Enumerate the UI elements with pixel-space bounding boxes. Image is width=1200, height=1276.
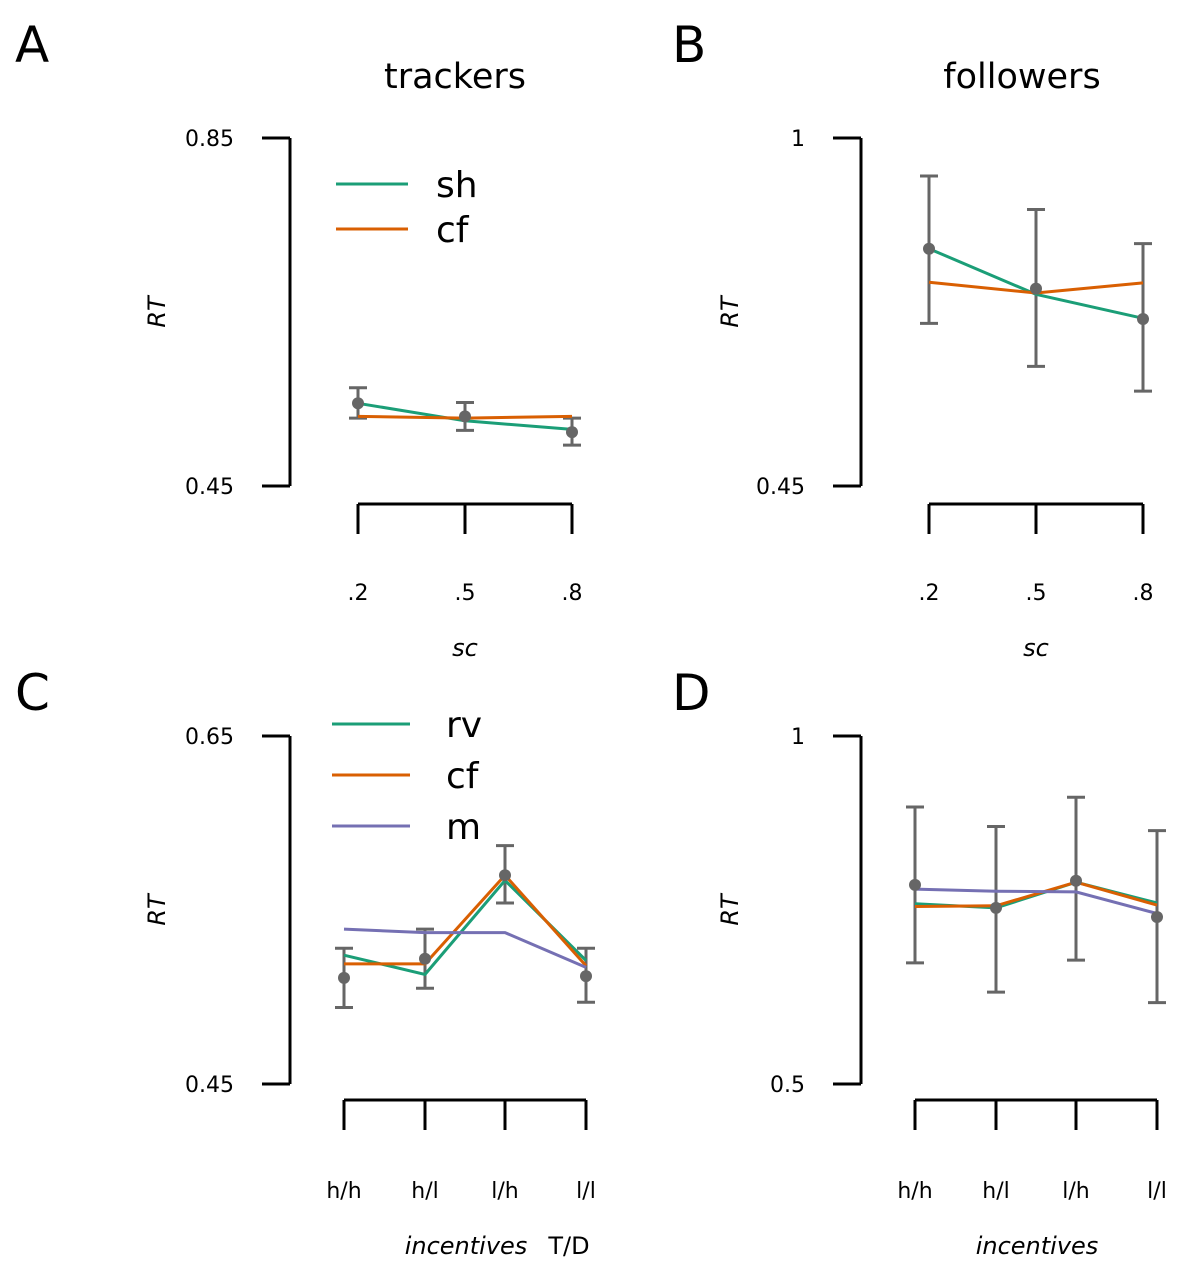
x-tick-label: l/l (1147, 1179, 1167, 1204)
series-line-rv (343, 878, 588, 977)
data-point (1137, 313, 1149, 325)
x-axis-extra-label: T/D (547, 1232, 589, 1260)
data-point (1030, 282, 1042, 295)
data-point (1070, 874, 1082, 887)
series-line-m (343, 927, 587, 969)
data-point (923, 242, 935, 255)
data-point (338, 971, 350, 984)
series-line-cf (344, 872, 588, 967)
plot-area (349, 386, 581, 447)
plot-area (920, 174, 1152, 393)
series-line-cf (914, 880, 1158, 908)
legend: rv cf m (332, 705, 482, 848)
x-axis-label: incentives (976, 1232, 1099, 1260)
y-tick-label-top: 1 (791, 127, 805, 152)
data-point (566, 426, 578, 439)
legend-label-cf: cf (446, 756, 480, 797)
panel-letter-a: A (15, 16, 49, 74)
series-line-m (914, 887, 1158, 915)
legend-label-rv: rv (446, 705, 482, 746)
panel-letter-d: D (672, 664, 711, 722)
y-axis-label: RT (716, 294, 744, 328)
x-axis-label: sc (452, 634, 478, 662)
legend-label-cf: cf (436, 210, 470, 251)
legend-label-m: m (446, 807, 481, 848)
x-axis-label: incentives (405, 1232, 528, 1260)
x-tick-label: .8 (1133, 581, 1154, 606)
plot-area (906, 795, 1166, 1005)
plot-area (335, 844, 595, 1009)
y-tick-label-top: 0.65 (185, 725, 234, 750)
x-tick-label: l/h (491, 1179, 518, 1204)
data-point (459, 410, 471, 423)
legend: sh cf (336, 165, 478, 251)
data-point (352, 397, 364, 410)
y-tick-label-bottom: 0.45 (756, 475, 805, 500)
data-point (990, 901, 1002, 914)
x-tick-label: h/l (411, 1179, 438, 1204)
y-axis-label: RT (143, 892, 171, 926)
x-tick-label: .5 (455, 581, 476, 606)
panel-b-title: followers (943, 57, 1100, 97)
y-axis-label: RT (143, 294, 171, 328)
panel-d: D 1 0.5 RT h/h h/l l/h l/l incentives (672, 664, 1167, 1260)
y-tick-label-top: 0.85 (185, 127, 234, 152)
x-tick-label: h/h (326, 1179, 361, 1204)
x-tick-label: .8 (562, 581, 583, 606)
x-tick-label: l/l (576, 1179, 596, 1204)
legend-label-sh: sh (436, 165, 478, 206)
data-point (580, 970, 592, 983)
panel-a: A trackers 0.85 0.45 RT .2 .5 .8 sc sh c… (15, 16, 583, 662)
x-tick-label: h/l (982, 1179, 1009, 1204)
x-tick-label: .5 (1026, 581, 1047, 606)
y-tick-label-bottom: 0.5 (770, 1073, 805, 1098)
y-tick-label-bottom: 0.45 (185, 1073, 234, 1098)
x-tick-label: .2 (919, 581, 940, 606)
y-tick-label-bottom: 0.45 (185, 475, 234, 500)
data-point (499, 869, 511, 882)
y-tick-label-top: 1 (791, 725, 805, 750)
x-tick-label: l/h (1062, 1179, 1089, 1204)
panel-b: B followers 1 0.45 RT .2 .5 .8 sc (672, 16, 1154, 662)
x-tick-label: h/h (897, 1179, 932, 1204)
data-point (909, 878, 921, 891)
x-tick-label: .2 (348, 581, 369, 606)
panel-a-title: trackers (384, 57, 526, 97)
panel-letter-c: C (15, 664, 50, 722)
panel-c: C 0.65 0.45 RT h/h h/l l/h l/l incentive… (15, 664, 596, 1260)
y-axis-label: RT (716, 892, 744, 926)
x-axis-label: sc (1023, 634, 1049, 662)
data-point (419, 952, 431, 965)
panel-letter-b: B (672, 16, 706, 74)
data-point (1151, 911, 1163, 923)
